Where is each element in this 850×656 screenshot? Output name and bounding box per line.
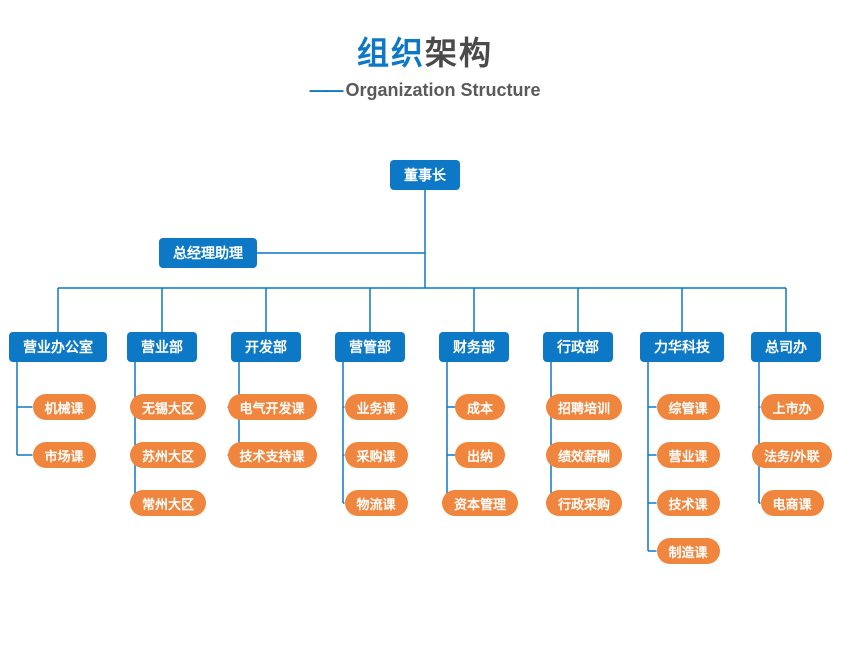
org-chart-connectors xyxy=(0,0,850,656)
